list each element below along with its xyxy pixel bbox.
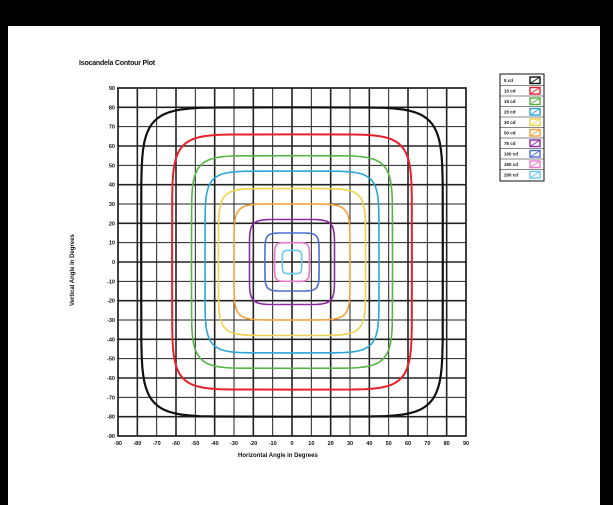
legend-swatch (529, 118, 541, 127)
y-tick-label: 30 (109, 202, 115, 208)
x-tick-label: -80 (133, 441, 141, 447)
plot-frame (117, 87, 467, 437)
contour-line (248, 218, 336, 306)
y-tick-label: -70 (107, 395, 115, 401)
legend-swatch (529, 170, 541, 179)
legend-swatch (529, 107, 541, 116)
x-tick-label: -60 (172, 441, 180, 447)
legend-label: 10 cd (504, 89, 516, 94)
x-tick-label: 40 (366, 441, 372, 447)
x-tick-label: -50 (191, 441, 199, 447)
y-tick-label: -40 (107, 337, 115, 343)
y-tick-label: 90 (109, 86, 115, 92)
document-page: Isocandela Contour Plot -90 -80 -70 -60 -50-… (8, 26, 600, 505)
legend-label: 75 cd (504, 141, 516, 146)
y-axis-label: Vertical Angle in Degrees (70, 234, 76, 306)
contour-line (264, 232, 320, 292)
legend-swatch-mark (529, 150, 541, 158)
x-tick-label: 30 (347, 441, 353, 447)
y-tick-label: 0 (112, 260, 115, 266)
y-tick-label: -20 (107, 299, 115, 305)
legend-swatch-mark (529, 87, 541, 95)
x-tick-label: -10 (269, 441, 277, 447)
legend-swatch-mark (529, 108, 541, 116)
legend-label: 150 cd (504, 162, 518, 167)
x-tick-label: -70 (153, 441, 161, 447)
contour-line (281, 249, 303, 275)
legend-label: 50 cd (504, 131, 516, 136)
y-tick-label: 20 (109, 221, 115, 227)
y-tick-label: -50 (107, 357, 115, 363)
legend-swatch (529, 76, 541, 85)
x-tick-label: 90 (463, 441, 469, 447)
y-tick-label: 10 (109, 241, 115, 247)
legend-swatch-mark (529, 171, 541, 179)
legend-swatch-mark (529, 76, 541, 84)
x-tick-label: -30 (230, 441, 238, 447)
legend-swatch-mark (529, 139, 541, 147)
y-tick-label: -30 (107, 318, 115, 324)
legend-swatch (529, 139, 541, 148)
y-tick-label: 50 (109, 163, 115, 169)
y-tick-label: -80 (107, 415, 115, 421)
legend-swatch (529, 128, 541, 137)
y-tick-label: 40 (109, 183, 115, 189)
y-tick-label: 60 (109, 144, 115, 150)
legend-swatch (529, 97, 541, 106)
x-tick-label: 0 (290, 441, 293, 447)
x-tick-label: -90 (114, 441, 122, 447)
x-axis-label: Horizontal Angle in Degrees (238, 453, 318, 459)
x-tick-label: -40 (211, 441, 219, 447)
x-tick-label: 80 (444, 441, 450, 447)
contour-plot: -90 -80 -70 -60 -50 -40 -30 -20 -10 0 10 20 30 40 50 60… (107, 73, 545, 447)
legend-swatch-mark (529, 97, 541, 105)
contour-line (140, 106, 444, 418)
contour-line (217, 187, 367, 337)
legend-label: 200 cd (504, 173, 518, 178)
x-tick-label: 20 (328, 441, 334, 447)
legend-swatch-mark (529, 160, 541, 168)
chart-title: Isocandela Contour Plot (79, 60, 155, 67)
legend-swatch-mark (529, 118, 541, 126)
y-tick-label: 80 (109, 105, 115, 111)
legend-swatch-mark (529, 129, 541, 137)
contour-line (233, 203, 351, 321)
x-tick-label: 70 (424, 441, 430, 447)
legend-label: 20 cd (504, 110, 516, 115)
contour-line (204, 170, 380, 354)
y-tick-label: 70 (109, 125, 115, 131)
legend-swatch (529, 160, 541, 169)
y-tick-label: -60 (107, 376, 115, 382)
legend-label: 100 cd (504, 152, 518, 157)
legend-swatch (529, 149, 541, 158)
legend-swatch (529, 86, 541, 95)
legend-label: 5 cd (504, 78, 513, 83)
x-tick-label: 10 (308, 441, 314, 447)
x-tick-label: -20 (249, 441, 257, 447)
contour-line (171, 133, 413, 391)
legend-label: 15 cd (504, 99, 516, 104)
contour-line (273, 241, 311, 283)
x-tick-label: 60 (405, 441, 411, 447)
y-tick-label: -10 (107, 279, 115, 285)
contour-line (190, 154, 394, 370)
legend-label: 30 cd (504, 120, 516, 125)
x-tick-label: 50 (386, 441, 392, 447)
y-tick-label: -90 (107, 434, 115, 440)
